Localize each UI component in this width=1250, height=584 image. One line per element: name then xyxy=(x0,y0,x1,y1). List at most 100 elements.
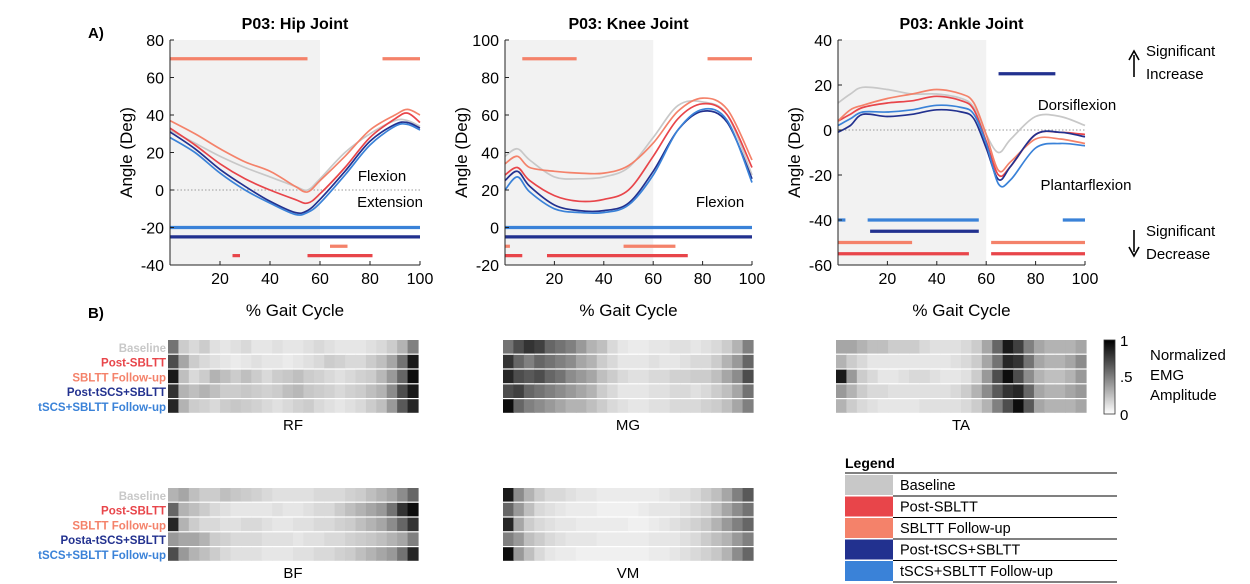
heatmap-cell xyxy=(877,384,889,398)
heatmap-cell xyxy=(523,502,535,517)
heatmap-cell xyxy=(188,340,200,354)
heatmap-cell xyxy=(513,502,525,517)
heatmap-cell xyxy=(407,340,419,354)
heatmap-cell xyxy=(1013,369,1025,384)
heatmap-cell xyxy=(648,547,660,561)
heatmap-cell xyxy=(586,488,598,502)
heatmap-cell xyxy=(700,384,712,398)
heatmap-cell xyxy=(1054,399,1066,413)
heatmap-cell xyxy=(355,532,367,546)
heatmap-cell xyxy=(607,369,619,384)
heatmap-cell xyxy=(732,399,744,413)
heatmap-cell xyxy=(700,517,712,532)
heatmap-cell xyxy=(293,399,305,413)
heatmap-cell xyxy=(324,502,336,517)
heatmap-cell xyxy=(596,517,608,532)
heatmap-cell xyxy=(199,384,211,398)
heatmap-cell xyxy=(407,547,419,561)
heatmap-cell xyxy=(607,547,619,561)
annotation: Significant xyxy=(1146,43,1216,60)
heatmap-cell xyxy=(334,369,346,384)
heatmap-cell xyxy=(669,547,681,561)
heatmap-cell xyxy=(575,369,587,384)
heatmap-cell xyxy=(303,354,315,369)
heatmap-cell xyxy=(199,502,211,517)
heatmap-cell xyxy=(397,399,409,413)
heatmap-cell xyxy=(1044,340,1056,354)
heatmap-cell xyxy=(700,340,712,354)
muscle-label: VM xyxy=(617,565,640,582)
heatmap-cell xyxy=(950,399,962,413)
heatmap-cell xyxy=(188,517,200,532)
heatmap-cell xyxy=(365,517,377,532)
heatmap-cell xyxy=(680,369,692,384)
heatmap-cell xyxy=(555,384,567,398)
heatmap-cell xyxy=(940,384,952,398)
heatmap-cell xyxy=(386,502,398,517)
heatmap-cell xyxy=(199,399,211,413)
heatmap-cell xyxy=(607,532,619,546)
heatmap-cell xyxy=(565,502,577,517)
heatmap-cell xyxy=(971,340,983,354)
heatmap-cell xyxy=(628,340,640,354)
heatmap-cell xyxy=(544,517,556,532)
panel-label-a: A) xyxy=(88,25,104,42)
chart-title: P03: Ankle Joint xyxy=(900,16,1025,33)
heatmap-cell xyxy=(282,488,294,502)
heatmap-cell xyxy=(919,369,931,384)
heatmap-cell xyxy=(981,354,993,369)
legend-label: SBLTT Follow-up xyxy=(900,521,1011,537)
heatmap-cell xyxy=(1044,354,1056,369)
heatmap-cell xyxy=(669,384,681,398)
muscle-label: BF xyxy=(283,565,302,582)
series-line-baseline xyxy=(169,118,421,192)
stance-shading xyxy=(170,40,320,265)
heatmap-cell xyxy=(575,502,587,517)
heatmap-cell xyxy=(721,340,733,354)
heatmap-cell xyxy=(397,488,409,502)
heatmap-cell xyxy=(648,488,660,502)
heatmap-cell xyxy=(971,399,983,413)
x-tick-label: 100 xyxy=(1072,271,1099,288)
heatmap-cell xyxy=(407,532,419,546)
y-axis-label: Angle (Deg) xyxy=(117,107,136,198)
annotation: Dorsiflexion xyxy=(1038,97,1116,114)
heatmap-cell xyxy=(534,384,546,398)
heatmap-cell xyxy=(355,488,367,502)
heatmap-cell xyxy=(711,340,723,354)
heatmap-cell xyxy=(607,340,619,354)
heatmap-cell xyxy=(365,354,377,369)
line-chart-3: -60 -40 -20 0 20 40 20 40 60 80 100 P03: Ankle Join… xyxy=(785,16,1216,320)
heatmap-cell xyxy=(334,488,346,502)
heatmap-cell xyxy=(742,517,754,532)
heatmap-cell xyxy=(523,488,535,502)
heatmap-cell xyxy=(877,354,889,369)
heatmap-cell xyxy=(856,399,868,413)
heatmap-cell xyxy=(721,532,733,546)
heatmap-cell xyxy=(513,488,525,502)
heatmap-cell xyxy=(898,354,910,369)
legend-label: tSCS+SBLTT Follow-up xyxy=(900,564,1053,580)
heatmap-cell xyxy=(700,547,712,561)
heatmap-cell xyxy=(617,502,629,517)
heatmap-cell xyxy=(575,399,587,413)
heatmap-cell xyxy=(898,384,910,398)
heatmap-cell xyxy=(648,502,660,517)
heatmap-cell xyxy=(1002,340,1014,354)
series-line-sbltt-followup xyxy=(504,97,753,175)
heatmap-cell xyxy=(628,354,640,369)
heatmap-cell xyxy=(565,354,577,369)
x-tick-label: 20 xyxy=(211,271,229,288)
heatmap-cell xyxy=(261,547,273,561)
heatmap-cell xyxy=(659,547,671,561)
heatmap-cell xyxy=(700,369,712,384)
heatmap-cell xyxy=(1002,384,1014,398)
heatmap-cell xyxy=(596,547,608,561)
heatmap-cell xyxy=(345,488,357,502)
heatmap-cell xyxy=(199,547,211,561)
heatmap-cell xyxy=(230,517,242,532)
heatmap-cell xyxy=(261,532,273,546)
heatmap-cell xyxy=(690,399,702,413)
heatmap-cell xyxy=(638,369,650,384)
heatmap-cell xyxy=(596,488,608,502)
